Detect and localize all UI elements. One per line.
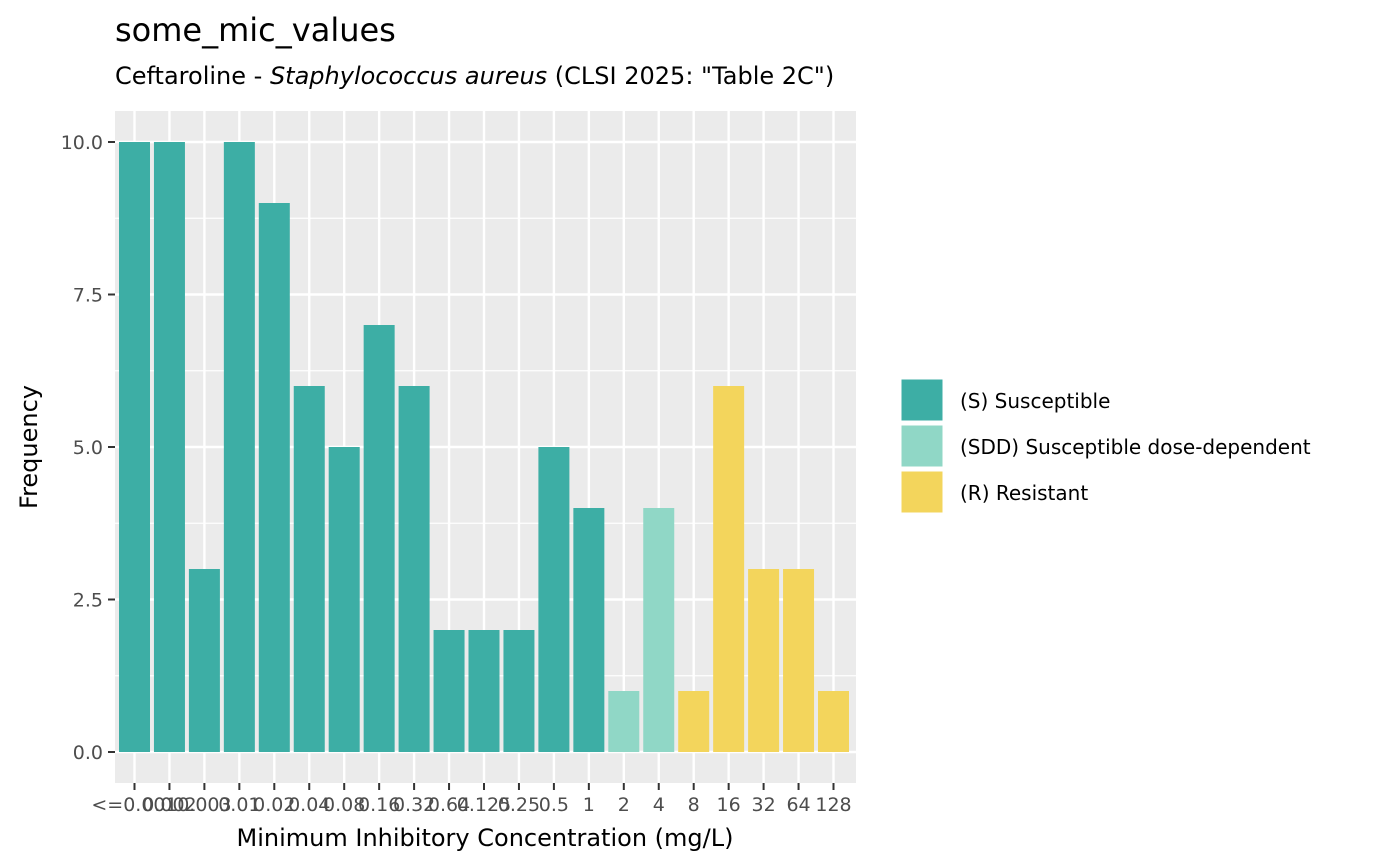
x-tick-label: 0.32 [393, 794, 435, 816]
x-tick-label: 0.125 [457, 794, 511, 816]
x-tick-label: 0.003 [177, 794, 231, 816]
legend: (S) Susceptible (SDD) Susceptible dose-de… [900, 378, 1311, 514]
x-axis-title: Minimum Inhibitory Concentration (mg/L) [237, 824, 734, 852]
x-tick-label: 0.16 [358, 794, 400, 816]
y-tick-label: 0.0 [73, 742, 103, 764]
bar-16 [713, 386, 745, 752]
bar-1 [573, 508, 605, 752]
legend-key-swatch [900, 470, 944, 514]
x-tick-label: 0.02 [253, 794, 295, 816]
y-tick-label: 2.5 [73, 590, 103, 612]
bars [119, 142, 849, 752]
x-tick-label: 16 [717, 794, 741, 816]
y-axis-title: Frequency [15, 385, 43, 509]
bar-0.08 [328, 447, 360, 752]
bar-128 [818, 691, 849, 752]
legend-key-label: (R) Resistant [960, 481, 1088, 505]
x-tick-label: 128 [815, 794, 851, 816]
bar-<=0.001 [119, 142, 150, 752]
x-tick-label: 0.5 [539, 794, 569, 816]
bar-0.5 [538, 447, 570, 752]
subtitle-drug: Ceftaroline [115, 62, 246, 90]
chart-subtitle: Ceftaroline - Staphylococcus aureus (CLS… [115, 62, 834, 90]
x-tick-label: 0.04 [288, 794, 330, 816]
bar-0.125 [468, 630, 500, 752]
y-axis: 0.0 2.5 5.0 7.5 10.0 [61, 132, 115, 764]
x-tick-label: 64 [786, 794, 810, 816]
bar-0.64 [433, 630, 465, 752]
y-tick-label: 5.0 [73, 437, 103, 459]
x-tick-label: 1 [583, 794, 595, 816]
x-tick-label: 0.01 [218, 794, 260, 816]
subtitle-organism: Staphylococcus aureus [270, 62, 547, 90]
bar-0.003 [188, 569, 220, 752]
x-tick-label: 8 [688, 794, 700, 816]
bar-4 [643, 508, 675, 752]
x-tick-label: 0.08 [323, 794, 365, 816]
x-tick-label: 0.64 [428, 794, 470, 816]
legend-key-label: (S) Susceptible [960, 389, 1110, 413]
x-axis: <=0.0010.0020.0030.010.020.040.080.160.3… [91, 783, 852, 816]
legend-key-swatch [900, 378, 944, 422]
bar-0.04 [293, 386, 325, 752]
subtitle-separator: - [246, 62, 270, 90]
x-tick-label: 32 [752, 794, 776, 816]
bar-0.32 [398, 386, 430, 752]
bar-0.01 [223, 142, 255, 752]
x-tick-label: <=0.001 [91, 794, 177, 816]
chart-title: some_mic_values [115, 11, 396, 49]
legend-key-label: (SDD) Susceptible dose-dependent [960, 435, 1311, 459]
bar-8 [678, 691, 710, 752]
x-tick-label: 4 [653, 794, 665, 816]
y-tick-label: 10.0 [61, 132, 103, 154]
bar-64 [783, 569, 815, 752]
x-tick-label: 2 [618, 794, 630, 816]
x-tick-label: 0.002 [142, 794, 196, 816]
x-tick-label: 0.25 [498, 794, 540, 816]
bar-0.02 [258, 203, 290, 752]
bar-0.16 [363, 325, 395, 752]
legend-key-swatch [900, 424, 944, 468]
bar-32 [748, 569, 780, 752]
y-tick-label: 7.5 [73, 285, 103, 307]
subtitle-guideline: (CLSI 2025: "Table 2C") [547, 62, 834, 90]
bar-2 [608, 691, 640, 752]
bar-0.002 [153, 142, 185, 752]
bar-0.25 [503, 630, 535, 752]
